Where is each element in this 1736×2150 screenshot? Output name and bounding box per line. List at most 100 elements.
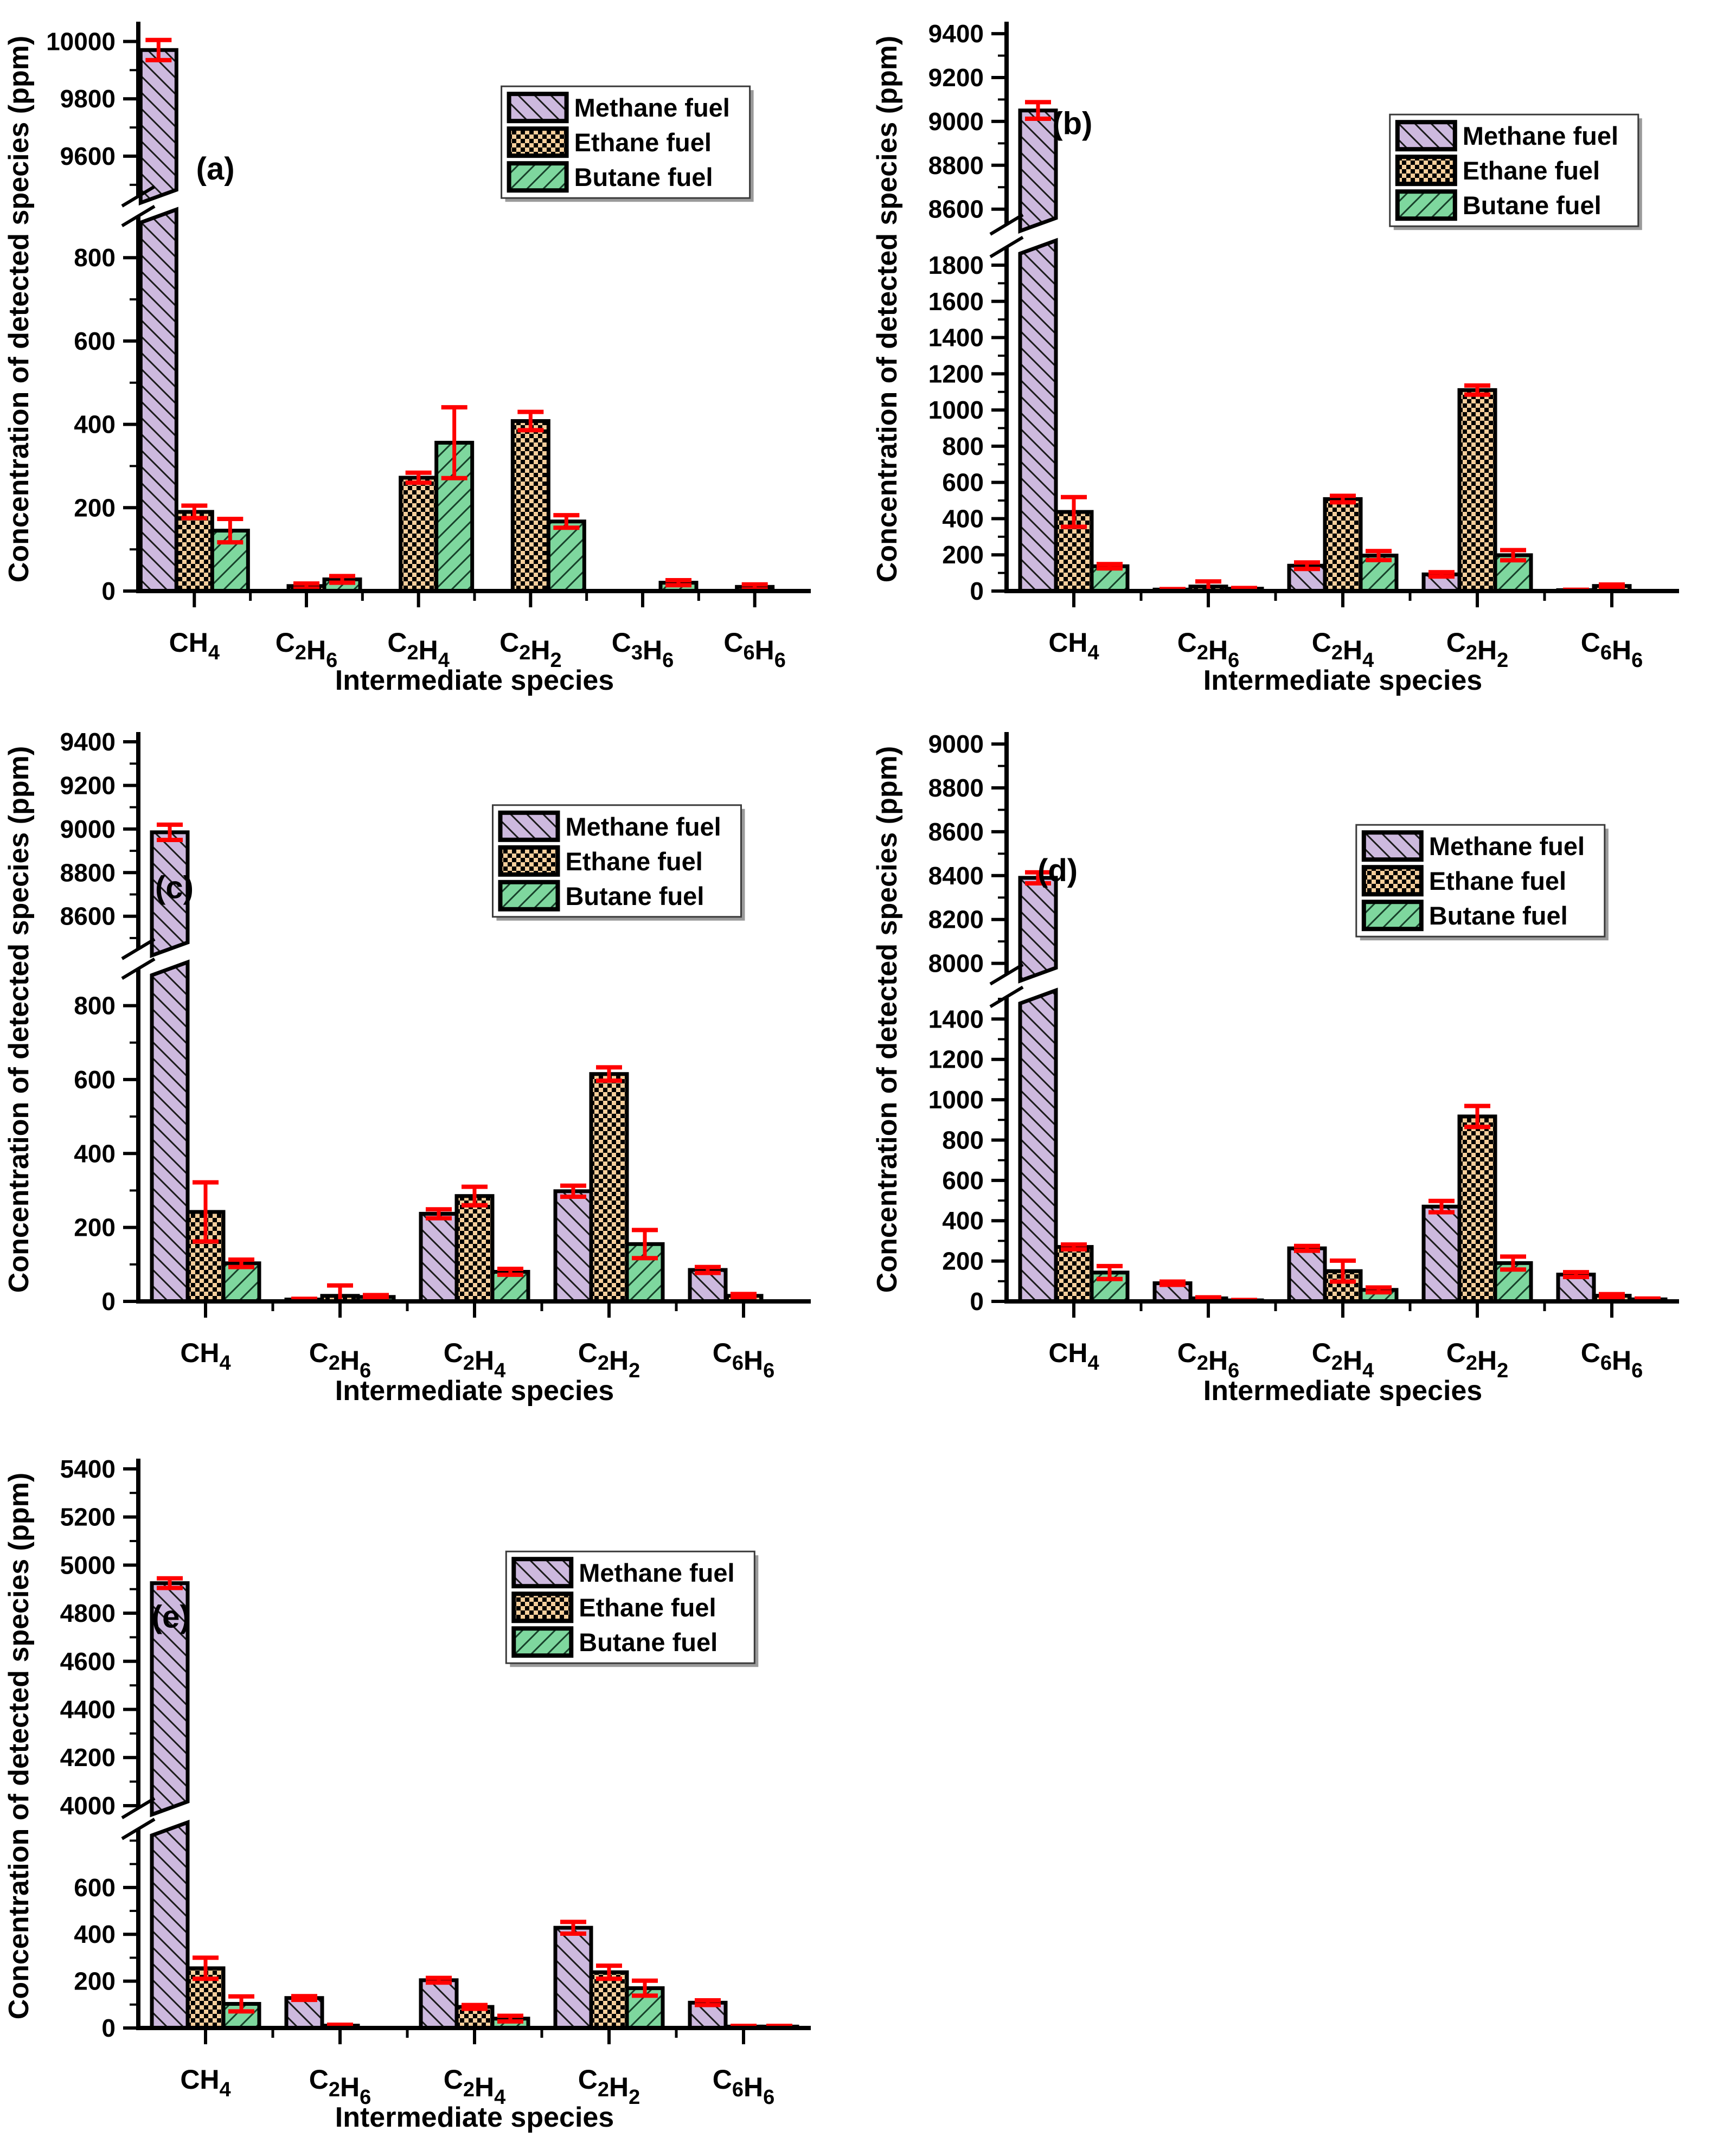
- panel-letter: (a): [196, 151, 235, 187]
- y-tick-label: 9400: [60, 728, 116, 756]
- bar-butane-C2H2: [546, 519, 586, 593]
- chart-svg-e: 0 200 400 600 4000 4200 4400 4600 4800 5000 5200 54…: [3, 1455, 811, 2133]
- x-tick-label-C6H6: C6H6: [713, 1338, 775, 1382]
- x-tick-label-C3H6: C3H6: [612, 627, 674, 672]
- y-tick-label: 9600: [60, 142, 116, 170]
- y-tick-label: 1400: [928, 1005, 984, 1033]
- x-tick-label-C2H6: C2H6: [1177, 627, 1240, 672]
- y-tick-label: 800: [74, 992, 116, 1020]
- panel-letter: (b): [1052, 106, 1092, 142]
- x-tick-label-C2H6: C2H6: [276, 627, 338, 672]
- x-axis-title: Intermediate species: [335, 1375, 614, 1407]
- bar-methane-CH4-lower: [1018, 238, 1058, 593]
- x-tick-label-C2H2: C2H2: [1446, 1338, 1509, 1382]
- bar-methane-C2H4: [419, 1211, 459, 1304]
- axis-break-mark-top: [989, 963, 1024, 986]
- y-tick-label: 0: [101, 577, 116, 605]
- y-tick-label: 0: [970, 577, 984, 605]
- axis-break-mark-bottom: [121, 1818, 156, 1840]
- x-axis-title-text: Intermediate species: [335, 1375, 614, 1407]
- chart-panel-c: 0 200 400 600 800 8600 8800 9000 9200 9400 CH4 C2H6…: [0, 710, 868, 1415]
- legend-swatch-ethane: [498, 845, 560, 877]
- y-axis: 0 200 400 600 800 1000 1200 1400 1600 1800 8600 880…: [928, 20, 1024, 605]
- legend-swatch-methane: [1395, 120, 1457, 152]
- bars: [1018, 876, 1668, 1304]
- y-axis-title-text: Concentration of detected species (ppm): [3, 746, 35, 1293]
- bar-ethane-CH4: [1054, 1245, 1094, 1304]
- x-axis: CH4 C2H6 C2H4 C2H2 C3H6 C6H6: [136, 589, 811, 672]
- bar-ethane-C2H4: [1323, 497, 1363, 593]
- y-tick-label: 600: [942, 1166, 984, 1195]
- x-axis-title-text: Intermediate species: [1203, 1375, 1482, 1407]
- bar-ethane-C2H2: [510, 419, 550, 593]
- y-tick-label: 8800: [60, 858, 116, 887]
- bar-ethane-C2H2: [1457, 388, 1497, 593]
- y-tick-label: 4400: [60, 1696, 116, 1724]
- y-tick-label: 8200: [928, 906, 984, 934]
- chart-svg-b: 0 200 400 600 800 1000 1200 1400 1600 1800 8600 880…: [872, 20, 1679, 696]
- legend-label-butane: Butane fuel: [565, 882, 704, 910]
- y-tick-label: 1800: [928, 251, 984, 279]
- x-tick-label-CH4: CH4: [180, 1338, 230, 1375]
- legend-label-ethane: Ethane fuel: [574, 128, 712, 157]
- y-tick-label: 5000: [60, 1551, 116, 1579]
- y-tick-label: 9200: [928, 63, 984, 92]
- bar-methane-CH4-upper: [150, 830, 190, 958]
- legend: Methane fuel Ethane fuel Butane fuel: [1389, 113, 1642, 230]
- y-tick-label: 200: [74, 493, 116, 522]
- x-tick-label-C2H6: C2H6: [309, 1338, 371, 1382]
- y-tick-label: 600: [74, 1873, 116, 1902]
- y-tick-label: 9400: [928, 20, 984, 48]
- x-axis: CH4 C2H6 C2H4 C2H2 C6H6: [136, 1299, 811, 1382]
- y-axis-title: Concentration of detected species (ppm): [872, 36, 903, 582]
- y-tick-label: 10000: [46, 27, 116, 55]
- legend-label-butane: Butane fuel: [574, 163, 713, 191]
- y-tick-label: 400: [74, 410, 116, 439]
- y-axis: 0 200 400 600 800 9600 9800 10000: [46, 22, 156, 605]
- legend-swatch-butane: [511, 1626, 574, 1658]
- y-tick-label: 400: [942, 504, 984, 532]
- legend-label-ethane: Ethane fuel: [1463, 156, 1600, 185]
- x-tick-label-C6H6: C6H6: [1581, 627, 1643, 672]
- axis-break-mark-bottom: [121, 204, 156, 227]
- bar-methane-CH4-upper: [150, 1581, 190, 1818]
- legend-label-ethane: Ethane fuel: [565, 847, 702, 876]
- y-tick-label: 1400: [928, 324, 984, 352]
- bar-ethane-C2H4: [399, 476, 439, 593]
- y-tick-label: 0: [101, 1287, 116, 1315]
- x-tick-label-CH4: CH4: [169, 627, 220, 664]
- axis-break-mark-bottom: [121, 957, 156, 980]
- x-tick-label-C6H6: C6H6: [713, 2064, 775, 2109]
- x-tick-label-C6H6: C6H6: [1581, 1338, 1643, 1382]
- axis-break-mark-top: [989, 213, 1024, 236]
- bar-ethane-C2H2: [589, 1970, 629, 2030]
- y-tick-label: 8400: [928, 862, 984, 890]
- y-axis-title: Concentration of detected species (ppm): [3, 1473, 35, 2019]
- legend-swatch-ethane: [1395, 155, 1457, 187]
- y-tick-label: 0: [970, 1287, 984, 1315]
- x-tick-label-C6H6: C6H6: [723, 627, 786, 672]
- bar-methane-CH4-upper: [138, 48, 178, 206]
- y-tick-label: 9000: [60, 815, 116, 843]
- y-axis-title: Concentration of detected species (ppm): [3, 36, 35, 582]
- bar-methane-C2H4: [419, 1978, 459, 2030]
- bar-methane-C2H6: [284, 1996, 324, 2030]
- y-tick-label: 400: [74, 1139, 116, 1167]
- y-axis-title-text: Concentration of detected species (ppm): [3, 1473, 35, 2019]
- x-tick-label-C2H2: C2H2: [1446, 627, 1509, 672]
- y-tick-label: 4000: [60, 1792, 116, 1820]
- x-axis-title: Intermediate species: [1203, 665, 1482, 696]
- y-tick-label: 400: [74, 1920, 116, 1948]
- x-tick-label-C2H4: C2H4: [387, 627, 450, 672]
- x-axis: CH4 C2H6 C2H4 C2H2 C6H6: [136, 2026, 811, 2109]
- legend-swatch-methane: [498, 810, 560, 842]
- y-tick-label: 8600: [60, 902, 116, 930]
- bar-methane-C2H2: [1421, 1204, 1462, 1304]
- y-axis-title-text: Concentration of detected species (ppm): [3, 36, 35, 582]
- bar-methane-C2H4: [1287, 1246, 1327, 1304]
- x-axis-title-text: Intermediate species: [335, 2102, 614, 2133]
- legend-label-methane: Methane fuel: [574, 93, 730, 122]
- y-tick-label: 5200: [60, 1503, 116, 1531]
- legend-label-butane: Butane fuel: [1429, 901, 1568, 930]
- x-tick-label-C2H4: C2H4: [444, 1338, 506, 1382]
